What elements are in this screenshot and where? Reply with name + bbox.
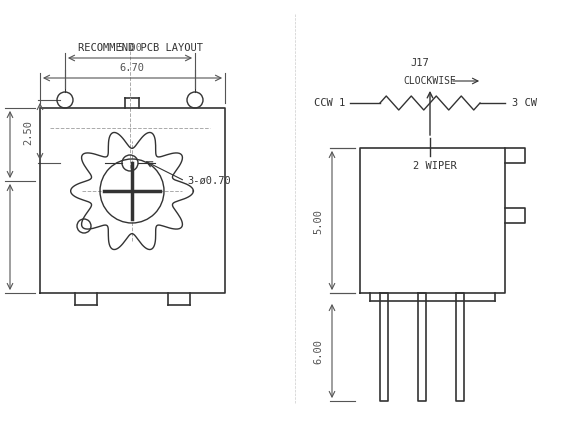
Text: 3.20: 3.20: [0, 132, 1, 157]
Text: 2 WIPER: 2 WIPER: [413, 161, 457, 171]
Text: 6.00: 6.00: [313, 338, 323, 363]
Text: J17: J17: [411, 58, 430, 68]
Text: 6.70: 6.70: [119, 63, 144, 73]
Text: CCW 1: CCW 1: [314, 98, 345, 108]
Text: 3 CW: 3 CW: [512, 98, 537, 108]
Text: RECOMMEND PCB LAYOUT: RECOMMEND PCB LAYOUT: [77, 43, 203, 53]
Text: 5.00: 5.00: [118, 43, 143, 53]
Text: 5.00: 5.00: [313, 209, 323, 233]
Text: 2.50: 2.50: [23, 120, 33, 145]
Text: 3-ø0.70: 3-ø0.70: [187, 176, 230, 186]
Text: CLOCKWISE: CLOCKWISE: [403, 76, 456, 86]
Text: 3.90: 3.90: [0, 225, 1, 250]
